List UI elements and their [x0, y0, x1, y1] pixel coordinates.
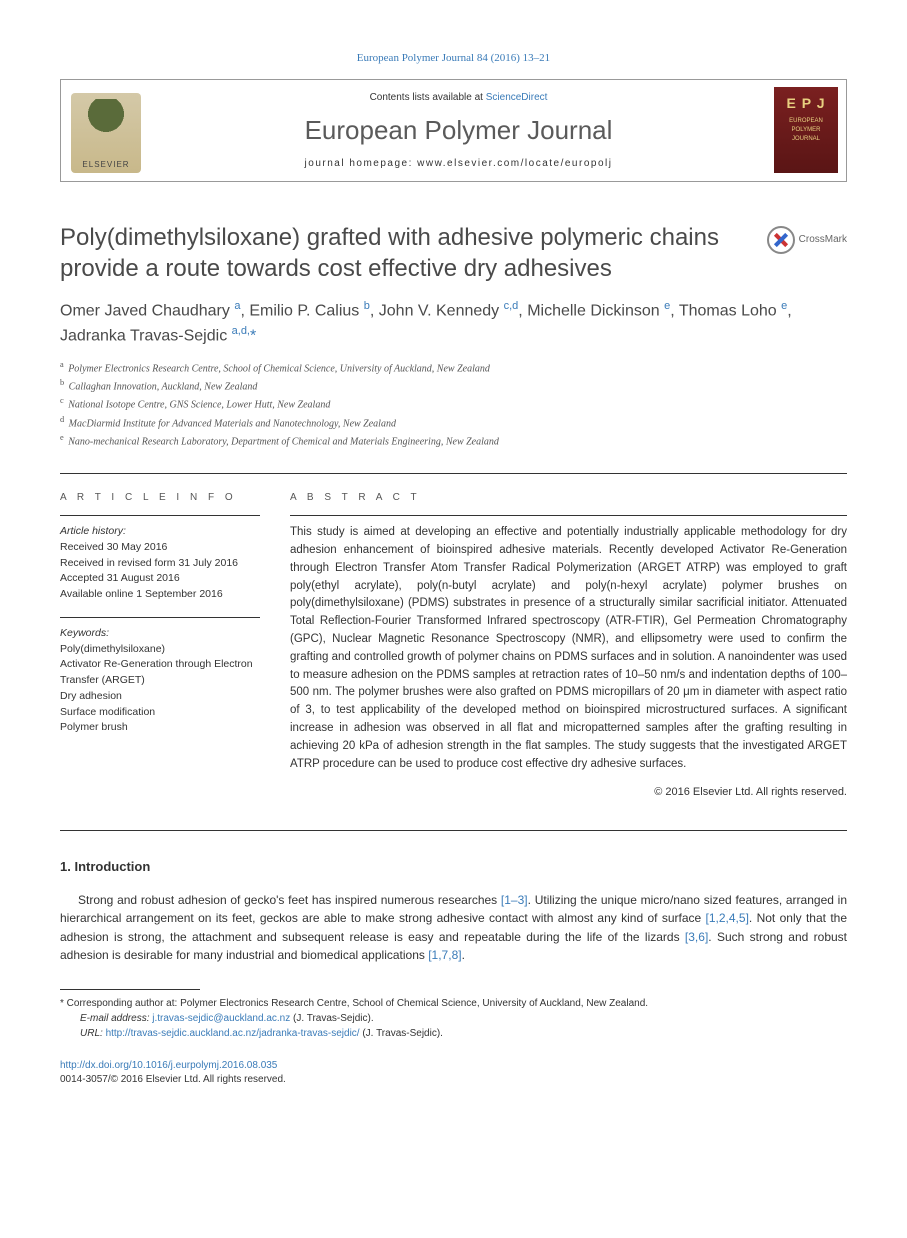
authors-line: Omer Javed Chaudhary a, Emilio P. Calius… — [60, 298, 847, 349]
header-citation: European Polymer Journal 84 (2016) 13–21 — [60, 50, 847, 67]
corresponding-author: * Corresponding author at: Polymer Elect… — [60, 996, 847, 1011]
ref-link[interactable]: [1,7,8] — [428, 948, 461, 962]
keyword-line: Poly(dimethylsiloxane) — [60, 642, 260, 658]
history-line: Received in revised form 31 July 2016 — [60, 556, 260, 572]
abstract-heading: A B S T R A C T — [290, 490, 847, 505]
cover-epj: E P J — [787, 93, 826, 114]
crossmark-label: CrossMark — [799, 232, 847, 247]
abstract-column: A B S T R A C T This study is aimed at d… — [290, 490, 847, 800]
publisher-logo-cell: ELSEVIER — [61, 80, 151, 181]
history-line: Received 30 May 2016 — [60, 540, 260, 556]
contents-line: Contents lists available at ScienceDirec… — [159, 90, 758, 105]
history-block: Article history: Received 30 May 2016Rec… — [60, 524, 260, 603]
divider — [290, 515, 847, 516]
intro-paragraph: Strong and robust adhesion of gecko's fe… — [60, 891, 847, 965]
article-title: Poly(dimethylsiloxane) grafted with adhe… — [60, 222, 751, 284]
intro-heading: 1. Introduction — [60, 857, 847, 877]
keyword-line: Dry adhesion — [60, 689, 260, 705]
masthead: ELSEVIER Contents lists available at Sci… — [60, 79, 847, 182]
masthead-center: Contents lists available at ScienceDirec… — [151, 80, 766, 181]
history-line: Available online 1 September 2016 — [60, 587, 260, 603]
keyword-line: Surface modification — [60, 705, 260, 721]
history-line: Accepted 31 August 2016 — [60, 571, 260, 587]
article-info-column: A R T I C L E I N F O Article history: R… — [60, 490, 260, 800]
affiliations: a Polymer Electronics Research Centre, S… — [60, 359, 847, 450]
url-suffix: (J. Travas-Sejdic). — [360, 1028, 443, 1039]
journal-cover-icon: E P J EUROPEAN POLYMER JOURNAL — [774, 87, 838, 173]
divider — [60, 830, 847, 831]
doi-link[interactable]: http://dx.doi.org/10.1016/j.eurpolymj.20… — [60, 1060, 277, 1071]
ref-link[interactable]: [1,2,4,5] — [706, 911, 749, 925]
footnote-rule — [60, 989, 200, 990]
history-label: Article history: — [60, 524, 260, 540]
email-link[interactable]: j.travas-sejdic@auckland.ac.nz — [152, 1013, 290, 1024]
email-label: E-mail address: — [80, 1013, 152, 1024]
keyword-line: Activator Re-Generation through Electron… — [60, 657, 260, 689]
affiliation-line: a Polymer Electronics Research Centre, S… — [60, 359, 847, 376]
contents-prefix: Contents lists available at — [370, 92, 486, 103]
crossmark-widget[interactable]: CrossMark — [767, 226, 847, 254]
crossmark-icon — [767, 226, 795, 254]
affiliation-line: c National Isotope Centre, GNS Science, … — [60, 395, 847, 412]
footnotes: * Corresponding author at: Polymer Elect… — [60, 996, 847, 1041]
affiliation-line: e Nano-mechanical Research Laboratory, D… — [60, 432, 847, 449]
email-suffix: (J. Travas-Sejdic). — [290, 1013, 373, 1024]
affiliation-line: d MacDiarmid Institute for Advanced Mate… — [60, 414, 847, 431]
url-link[interactable]: http://travas-sejdic.auckland.ac.nz/jadr… — [106, 1028, 360, 1039]
issn-line: 0014-3057/© 2016 Elsevier Ltd. All right… — [60, 1074, 286, 1085]
abstract-text: This study is aimed at developing an eff… — [290, 524, 847, 773]
homepage-line: journal homepage: www.elsevier.com/locat… — [159, 156, 758, 171]
divider — [60, 617, 260, 618]
keywords-label: Keywords: — [60, 626, 260, 642]
elsevier-logo: ELSEVIER — [71, 93, 141, 173]
keyword-line: Polymer brush — [60, 720, 260, 736]
ref-link[interactable]: [1–3] — [501, 893, 528, 907]
divider — [60, 515, 260, 516]
keywords-block: Keywords: Poly(dimethylsiloxane)Activato… — [60, 626, 260, 736]
journal-name: European Polymer Journal — [159, 111, 758, 150]
footer-block: http://dx.doi.org/10.1016/j.eurpolymj.20… — [60, 1059, 847, 1087]
article-info-heading: A R T I C L E I N F O — [60, 490, 260, 505]
url-label: URL: — [80, 1028, 106, 1039]
ref-link[interactable]: [3,6] — [685, 930, 708, 944]
publisher-label: ELSEVIER — [82, 159, 129, 171]
cover-text: EUROPEAN POLYMER JOURNAL — [778, 117, 834, 144]
cover-cell: E P J EUROPEAN POLYMER JOURNAL — [766, 80, 846, 181]
affiliation-line: b Callaghan Innovation, Auckland, New Ze… — [60, 377, 847, 394]
abstract-copyright: © 2016 Elsevier Ltd. All rights reserved… — [290, 784, 847, 801]
sciencedirect-link[interactable]: ScienceDirect — [486, 92, 548, 103]
